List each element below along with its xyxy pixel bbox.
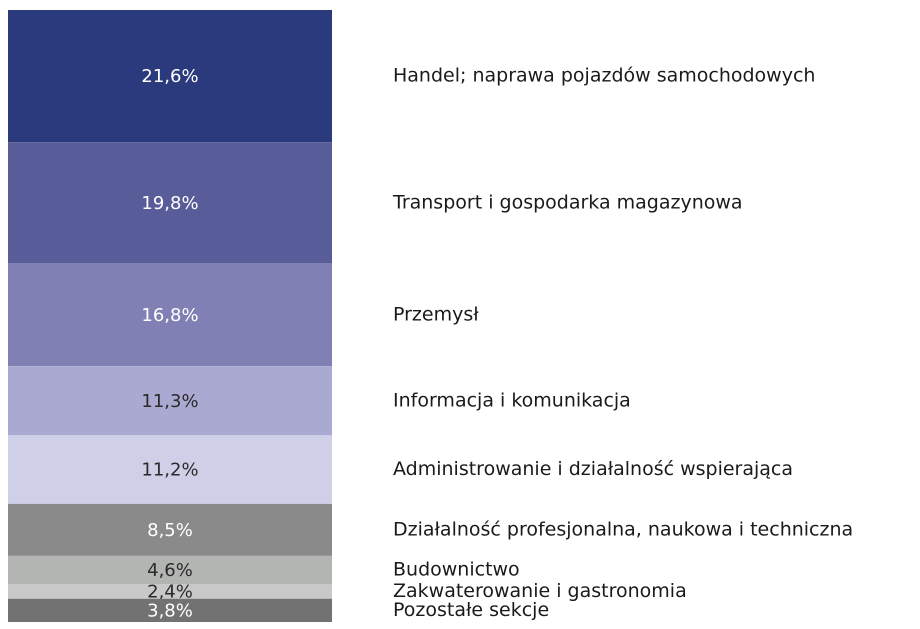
category-label: Transport i gospodarka magazynowa: [392, 191, 743, 213]
value-label: 4,6%: [147, 560, 193, 581]
value-label: 11,2%: [141, 460, 198, 481]
value-label: 21,6%: [141, 66, 198, 87]
value-label: 2,4%: [147, 581, 193, 602]
category-label: Pozostałe sekcje: [393, 599, 549, 621]
bar-segment: [8, 263, 332, 367]
category-label: Handel; naprawa pojazdów samochodowych: [393, 65, 815, 87]
bar-segment: [8, 142, 332, 264]
category-label: Zakwaterowanie i gastronomia: [393, 580, 687, 602]
value-label: 16,8%: [141, 305, 198, 326]
bar-segment: [8, 10, 332, 143]
bar-segment: [8, 584, 332, 599]
bar-segment: [8, 366, 332, 436]
category-label: Przemysł: [393, 303, 479, 325]
category-label: Informacja i komunikacja: [393, 389, 631, 411]
bar-segment: [8, 435, 332, 504]
bar-segment: [8, 503, 332, 556]
value-label: 19,8%: [141, 193, 198, 214]
category-label: Administrowanie i działalność wspierając…: [393, 458, 793, 480]
bar-segment: [8, 598, 332, 622]
value-label: 8,5%: [147, 520, 193, 541]
value-label: 11,3%: [141, 391, 198, 412]
category-label: Budownictwo: [393, 558, 520, 580]
bar-segment: [8, 555, 332, 585]
category-label: Działalność profesjonalna, naukowa i tec…: [393, 518, 853, 540]
value-label: 3,8%: [147, 600, 193, 621]
